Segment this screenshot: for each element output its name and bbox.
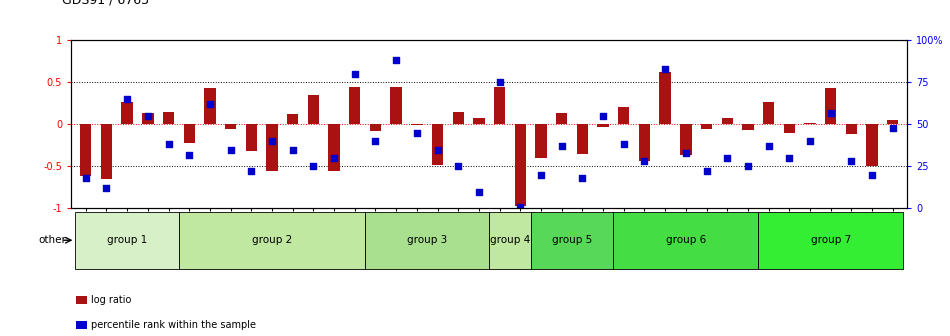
Bar [225, 124, 237, 128]
Point [306, 164, 321, 169]
Bar [411, 124, 423, 125]
Bar [577, 124, 588, 154]
Bar [659, 72, 671, 124]
Point [699, 169, 714, 174]
Bar [204, 88, 216, 124]
Point [285, 147, 300, 152]
Point [450, 164, 465, 169]
Point [678, 150, 694, 156]
Bar [473, 119, 485, 124]
Bar [722, 119, 732, 124]
Bar [80, 124, 91, 176]
Point [244, 169, 259, 174]
Bar [531, 212, 614, 269]
Point [264, 138, 279, 144]
Bar [556, 114, 567, 124]
Bar [742, 124, 753, 130]
Text: GDS91 / 6763: GDS91 / 6763 [62, 0, 149, 7]
Point [471, 189, 486, 194]
Bar [680, 124, 692, 155]
Bar [287, 114, 298, 124]
Bar [784, 124, 795, 133]
Point [327, 155, 342, 161]
Bar [614, 212, 758, 269]
Point [141, 113, 156, 119]
Bar [101, 124, 112, 179]
Bar [887, 120, 899, 124]
Text: group 1: group 1 [107, 235, 147, 245]
Bar [432, 124, 444, 165]
Point [347, 71, 362, 77]
Bar [329, 124, 340, 170]
Point [617, 142, 632, 147]
Text: group 3: group 3 [407, 235, 447, 245]
Text: group 4: group 4 [490, 235, 530, 245]
Bar [452, 112, 464, 124]
Point [202, 101, 218, 107]
Point [533, 172, 548, 177]
Bar [179, 212, 365, 269]
Bar [370, 124, 381, 131]
Point [368, 138, 383, 144]
Point [430, 147, 446, 152]
Bar [618, 107, 630, 124]
Point [719, 155, 734, 161]
Text: group 7: group 7 [810, 235, 851, 245]
Point [161, 142, 176, 147]
Bar [535, 124, 546, 158]
Point [409, 130, 425, 135]
Point [181, 152, 197, 157]
Point [782, 155, 797, 161]
Text: group 6: group 6 [666, 235, 706, 245]
Bar [489, 212, 531, 269]
Point [596, 113, 611, 119]
Bar [122, 101, 133, 124]
Bar [758, 212, 903, 269]
Bar [266, 124, 277, 170]
Bar [183, 124, 195, 143]
Bar [308, 95, 319, 124]
Bar [638, 124, 650, 161]
Point [864, 172, 880, 177]
Point [740, 164, 755, 169]
Point [513, 204, 528, 209]
Bar [75, 212, 179, 269]
Point [99, 185, 114, 191]
Text: percentile rank within the sample: percentile rank within the sample [91, 320, 256, 330]
Bar [349, 86, 360, 124]
Bar [365, 212, 489, 269]
Bar [846, 124, 857, 134]
Point [554, 143, 569, 149]
Point [492, 80, 507, 85]
Bar [515, 124, 526, 206]
Bar [246, 124, 256, 151]
Point [803, 138, 818, 144]
Point [823, 110, 838, 115]
Point [657, 66, 673, 72]
Bar [701, 124, 712, 128]
Bar [598, 124, 609, 127]
Point [844, 159, 859, 164]
Text: group 2: group 2 [252, 235, 292, 245]
Bar [825, 88, 836, 124]
Bar [390, 87, 402, 124]
Text: group 5: group 5 [552, 235, 592, 245]
Bar [494, 87, 505, 124]
Bar [763, 101, 774, 124]
Point [636, 159, 652, 164]
Point [120, 96, 135, 102]
Text: other: other [39, 235, 66, 245]
Point [885, 125, 901, 130]
Bar [162, 112, 174, 124]
Bar [866, 124, 878, 166]
Point [761, 143, 776, 149]
Point [389, 58, 404, 63]
Point [575, 175, 590, 181]
Point [223, 147, 238, 152]
Bar [142, 114, 154, 124]
Text: log ratio: log ratio [91, 295, 131, 305]
Point [78, 175, 93, 181]
